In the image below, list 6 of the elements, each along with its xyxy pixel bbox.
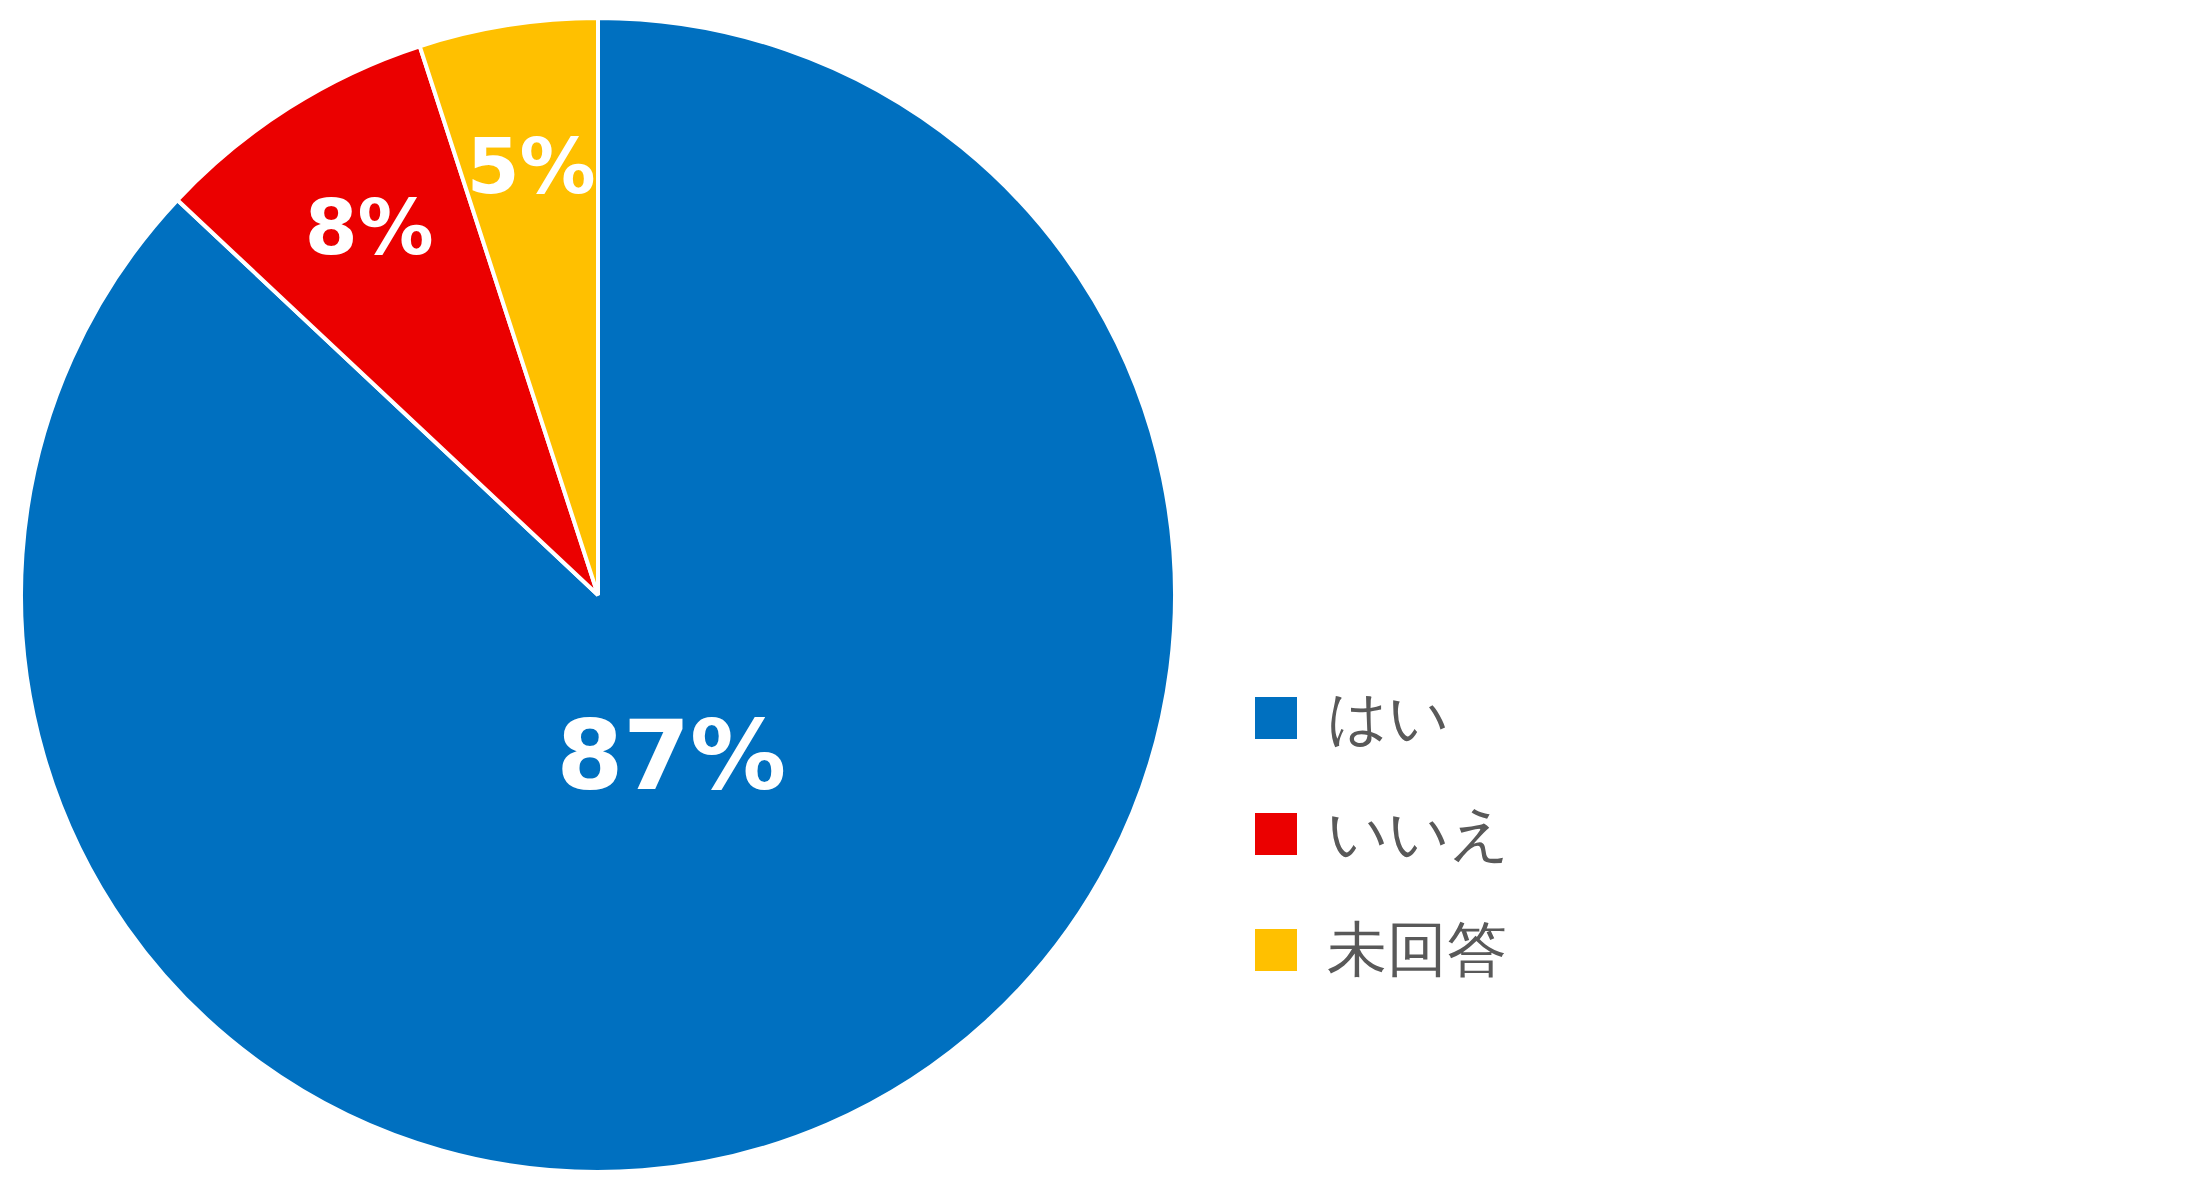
data-label: 87% [556,700,787,813]
data-label: 5% [466,122,596,212]
legend-label: いいえ [1327,796,1510,870]
legend-label: はい [1327,680,1449,754]
data-label: 8% [304,183,434,273]
legend-label: 未回答 [1327,912,1507,986]
